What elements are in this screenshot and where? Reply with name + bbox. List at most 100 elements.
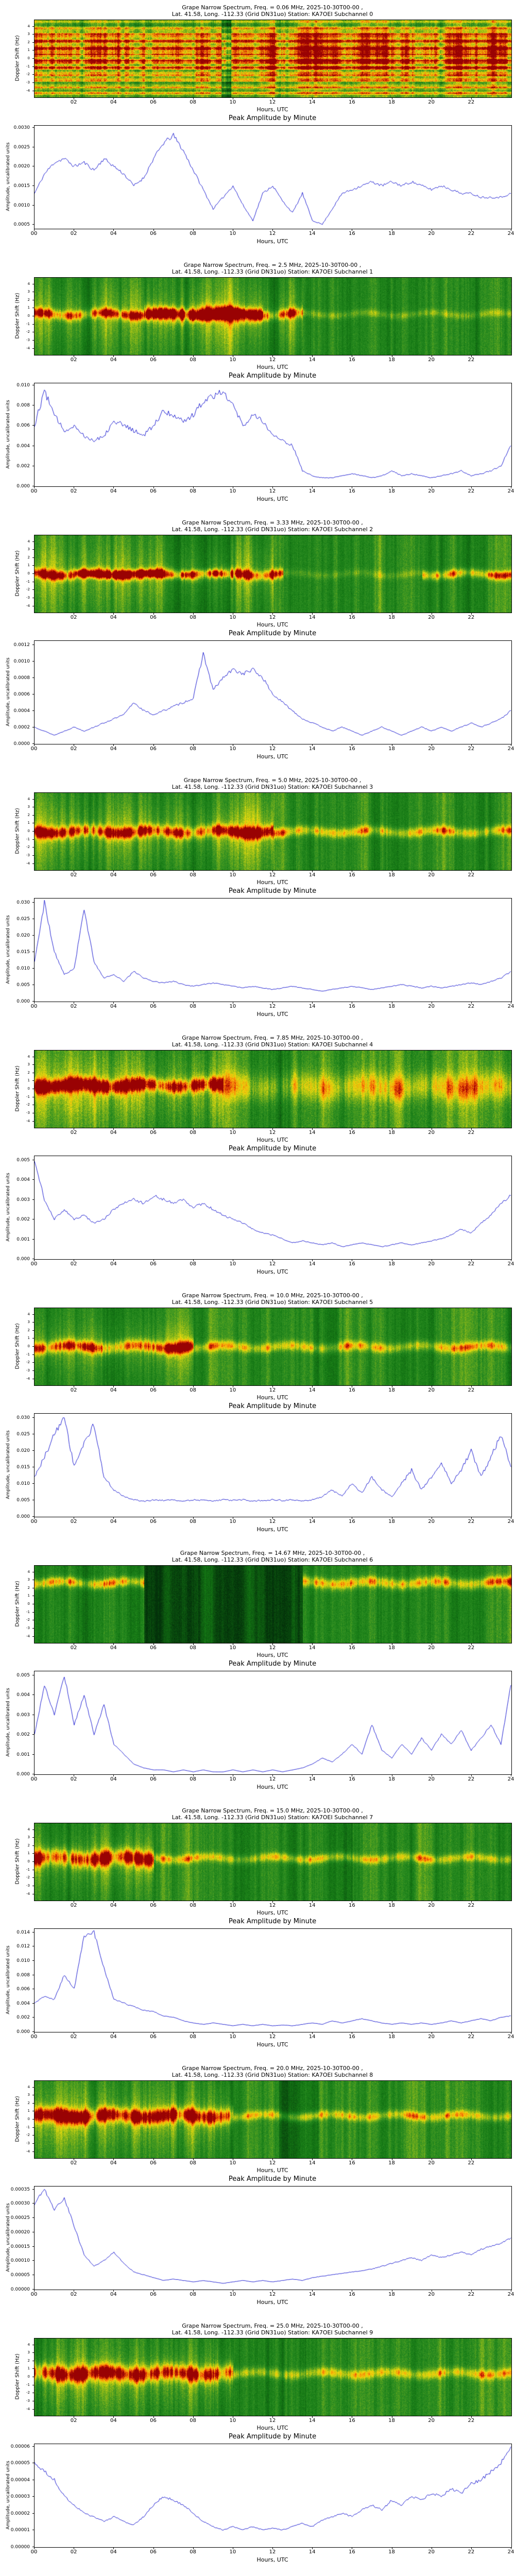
spectrogram-title-line1: Grape Narrow Spectrum, Freq. = 7.85 MHz,… — [182, 1035, 363, 1041]
y-tick-label: 0.008 — [16, 403, 30, 409]
x-tick-label: 08 — [190, 2549, 197, 2555]
y-tick-label: 1 — [27, 306, 30, 310]
y-tick-mark — [32, 1845, 34, 1846]
x-tick-label: 06 — [150, 99, 157, 105]
x-tick-mark — [272, 1260, 273, 1261]
x-tick-label: 06 — [150, 488, 157, 494]
x-tick-mark — [153, 1260, 154, 1261]
y-tick-mark — [32, 863, 34, 864]
spectrogram-canvas — [34, 277, 512, 355]
x-tick-label: 10 — [229, 1130, 236, 1136]
y-tick-label: 4 — [27, 1569, 30, 1574]
x-tick-mark — [34, 744, 35, 746]
y-tick-label: -4 — [26, 88, 30, 93]
y-tick-mark — [32, 425, 34, 426]
x-tick-mark — [193, 744, 194, 746]
spectrogram-title: Grape Narrow Spectrum, Freq. = 2.5 MHz, … — [34, 262, 511, 275]
subchannel-section: Grape Narrow Spectrum, Freq. = 14.67 MHz… — [0, 1546, 515, 1803]
y-tick-label: -1 — [26, 1094, 30, 1099]
y-tick-mark — [32, 185, 34, 186]
y-tick-label: 0.00005 — [10, 2273, 30, 2278]
x-tick-mark — [272, 1643, 273, 1645]
x-tick-label: 04 — [110, 1004, 117, 1009]
y-tick-label: 0.0005 — [13, 222, 30, 228]
x-tick-mark — [471, 2159, 472, 2160]
x-tick-mark — [272, 229, 273, 231]
x-tick-label: 24 — [507, 1776, 514, 1782]
y-tick-label: 0.00003 — [10, 2494, 30, 2500]
x-tick-label: 02 — [70, 1903, 77, 1908]
x-tick-mark — [193, 98, 194, 99]
x-tick-label: 20 — [428, 2160, 435, 2166]
y-tick-label: 1 — [27, 48, 30, 53]
amplitude-title: Peak Amplitude by Minute — [228, 887, 317, 895]
y-tick-mark — [32, 1346, 34, 1347]
x-tick-label: 06 — [150, 1776, 157, 1782]
x-tick-label: 02 — [70, 2549, 77, 2555]
y-tick-mark — [32, 1483, 34, 1484]
amplitude-plot: Amplitude, uncalibrated units Hours, UTC… — [0, 125, 515, 245]
x-tick-label: 06 — [150, 872, 157, 878]
x-tick-label: 12 — [269, 1776, 276, 1782]
x-tick-label: 12 — [269, 1387, 276, 1393]
x-tick-mark — [312, 871, 313, 872]
y-tick-label: -1 — [26, 2382, 30, 2387]
y-tick-label: -1 — [26, 1609, 30, 1614]
y-tick-mark — [32, 2135, 34, 2136]
y-tick-mark — [32, 1450, 34, 1451]
x-tick-label: 14 — [308, 488, 316, 494]
x-tick-mark — [113, 744, 114, 746]
y-tick-label: 0.000 — [16, 1257, 30, 1262]
x-tick-label: 02 — [70, 1387, 77, 1393]
y-tick-label: 3 — [27, 290, 30, 294]
x-tick-label: 14 — [308, 1261, 316, 1267]
x-tick-mark — [193, 355, 194, 357]
y-tick-mark — [32, 557, 34, 558]
x-tick-mark — [312, 1128, 313, 1130]
y-tick-mark — [32, 2496, 34, 2497]
y-tick-label: -4 — [26, 2149, 30, 2154]
x-tick-label: 20 — [428, 1903, 435, 1908]
x-tick-mark — [312, 1775, 313, 1776]
x-tick-label: 20 — [428, 231, 435, 236]
amplitude-canvas — [34, 125, 512, 229]
y-tick-mark — [32, 1829, 34, 1830]
x-tick-mark — [471, 2032, 472, 2034]
x-tick-label: 04 — [110, 2549, 117, 2555]
y-tick-label: -4 — [26, 1891, 30, 1896]
x-tick-label: 02 — [70, 1519, 77, 1524]
x-tick-mark — [312, 98, 313, 99]
x-tick-mark — [193, 1775, 194, 1776]
y-tick-mark — [32, 2409, 34, 2410]
y-tick-mark — [32, 677, 34, 678]
y-tick-mark — [32, 2246, 34, 2247]
y-tick-mark — [32, 573, 34, 574]
subchannel-section: Grape Narrow Spectrum, Freq. = 15.0 MHz,… — [0, 1803, 515, 2061]
y-tick-mark — [32, 1754, 34, 1755]
x-tick-label: 16 — [348, 1004, 355, 1009]
y-tick-mark — [32, 2289, 34, 2290]
x-tick-label: 16 — [348, 2034, 355, 2040]
y-tick-label: 0 — [27, 571, 30, 575]
x-tick-label: 14 — [308, 1387, 316, 1393]
y-tick-label: 3 — [27, 1835, 30, 1840]
x-tick-mark — [312, 1643, 313, 1645]
amplitude-canvas — [34, 640, 512, 744]
y-tick-label: -4 — [26, 1376, 30, 1381]
x-tick-label: 22 — [468, 1903, 475, 1908]
x-tick-label: 20 — [428, 1645, 435, 1651]
y-tick-label: 4 — [27, 2342, 30, 2347]
y-tick-label: 0.003 — [16, 1712, 30, 1718]
spectrogram-xlabel: Hours, UTC — [256, 1137, 288, 1143]
y-tick-label: 0 — [27, 314, 30, 318]
x-tick-label: 08 — [190, 1903, 197, 1908]
y-tick-label: 0.015 — [16, 1464, 30, 1470]
spectrogram-title-line1: Grape Narrow Spectrum, Freq. = 10.0 MHz,… — [182, 1292, 363, 1299]
x-tick-mark — [153, 1386, 154, 1387]
x-tick-label: 18 — [388, 1903, 395, 1908]
x-tick-label: 06 — [150, 2418, 157, 2424]
y-tick-label: -2 — [26, 1875, 30, 1880]
y-tick-mark — [32, 2087, 34, 2088]
y-tick-mark — [32, 1612, 34, 1613]
spectrogram-title-line2: Lat. 41.58, Long. -112.33 (Grid DN31uo) … — [171, 1299, 373, 1306]
